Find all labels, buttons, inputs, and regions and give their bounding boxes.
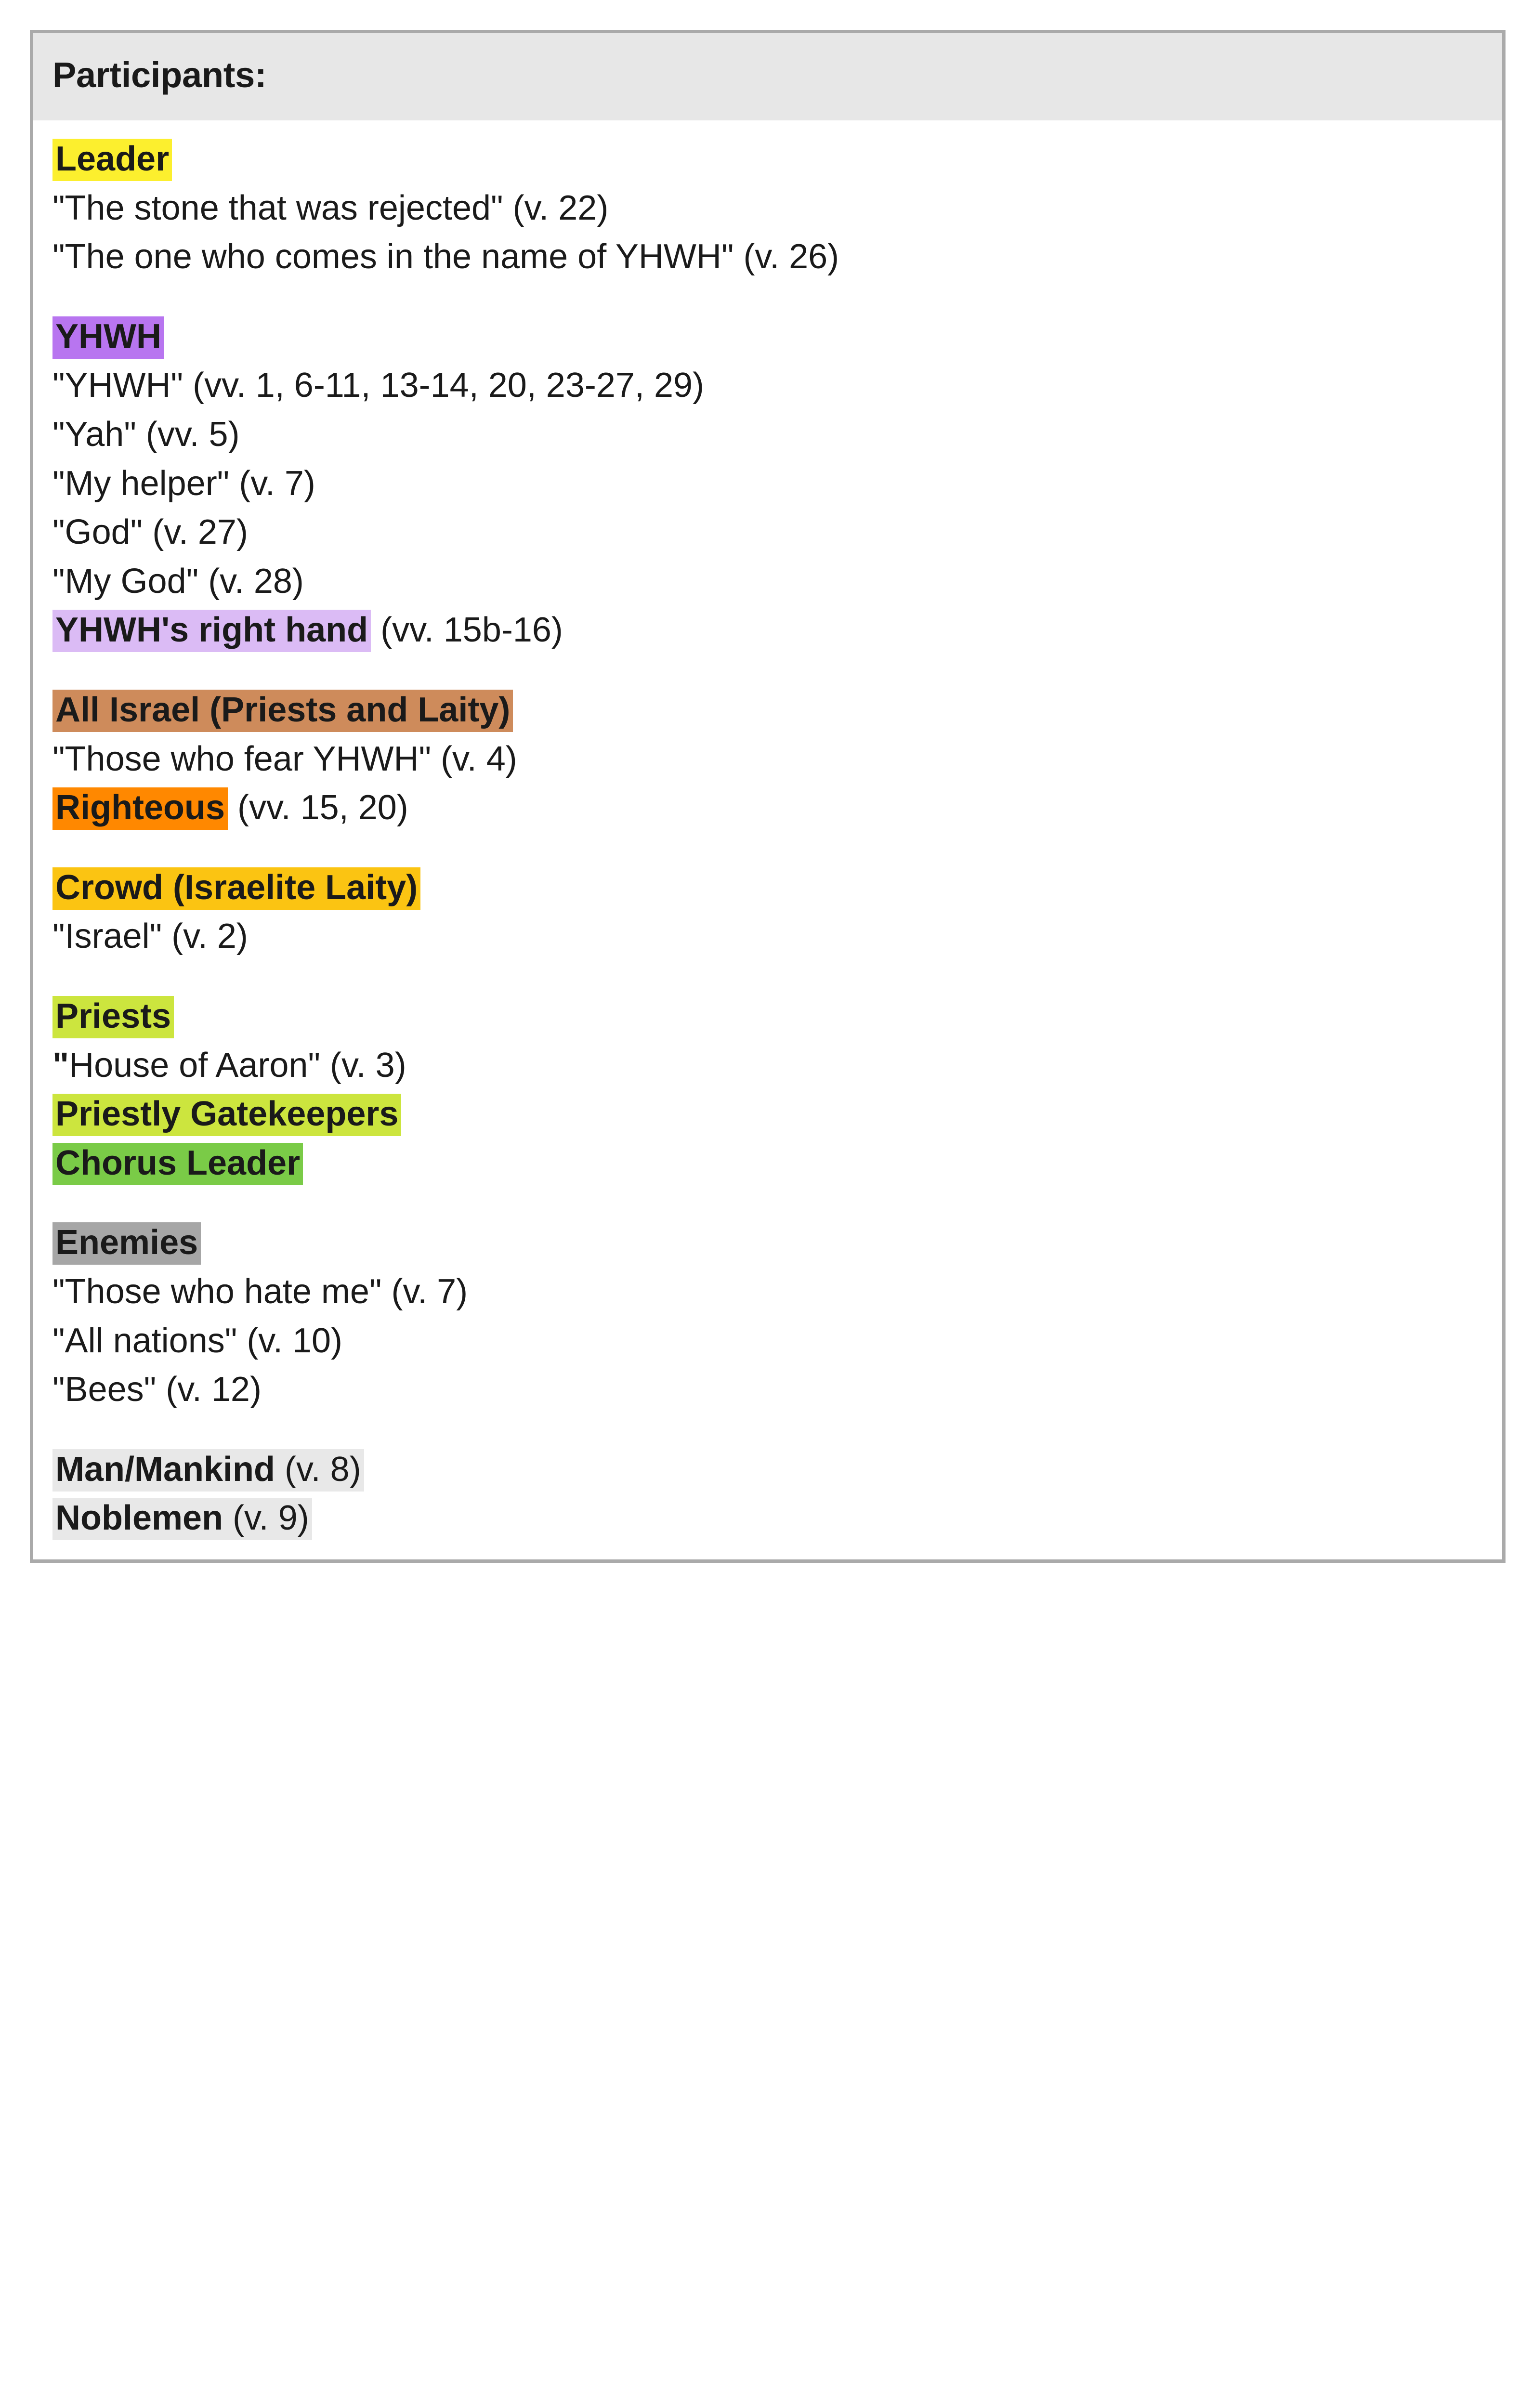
participant-epithet-line: "Those who fear YHWH" (v. 4) [52,739,517,778]
participant-label-line: All Israel (Priests and Laity) [52,688,1483,733]
table-cell-leader: Leader "The stone that was rejected" (v.… [33,120,1502,298]
participant-label-line: YHWH's right hand (vv. 15b-16) [52,608,1483,653]
participant-epithet-line: "God" (v. 27) [52,513,248,552]
participants-table: Participants: Leader "The stone that was… [30,30,1506,1563]
participant-label-line: Chorus Leader [52,1141,1483,1186]
participant-highlight-man-mankind: Man/Mankind (v. 8) [52,1449,364,1492]
participant-epithet-line: "Bees" (v. 12) [52,1370,262,1409]
participant-highlight-leader: Leader [52,139,172,182]
table-row-yhwh: YHWH "YHWH" (vv. 1, 6-11, 13-14, 20, 23-… [33,298,1502,672]
participant-label-line: Priestly Gatekeepers [52,1092,1483,1137]
verse-reference: (v. 9) [223,1499,309,1538]
table-cell-yhwh: YHWH "YHWH" (vv. 1, 6-11, 13-14, 20, 23-… [33,298,1502,671]
participant-epithet-line: "YHWH" (vv. 1, 6-11, 13-14, 20, 23-27, 2… [52,366,705,405]
table-row-crowd: Crowd (Israelite Laity) "Israel" (v. 2) [33,849,1502,978]
participant-epithet-line: "Israel" (v. 2) [52,917,248,956]
participant-highlight-crowd: Crowd (Israelite Laity) [52,867,421,910]
table-header-row: Participants: [33,33,1502,121]
table-row-enemies: Enemies "Those who hate me" (v. 7) "All … [33,1204,1502,1431]
table-cell-priests: Priests "House of Aaron" (v. 3) Priestly… [33,978,1502,1204]
participant-highlight-enemies: Enemies [52,1222,201,1265]
table-row-mankind-noblemen: Man/Mankind (v. 8) Noblemen (v. 9) [33,1431,1502,1559]
participant-epithet-line: "My helper" (v. 7) [52,464,315,503]
participants-table-body: Participants: Leader "The stone that was… [33,33,1502,1559]
participant-highlight-noblemen: Noblemen (v. 9) [52,1498,312,1541]
participant-highlight-chorus-leader: Chorus Leader [52,1142,303,1185]
participant-highlight-yhwh: YHWH [52,316,164,359]
participant-epithet-line: "My God" (v. 28) [52,562,304,601]
participant-highlight-priests: Priests [52,996,174,1038]
verse-reference: (vv. 15b-16) [371,611,563,650]
participant-epithet-line: "The one who comes in the name of YHWH" … [52,237,839,276]
verse-reference: (vv. 15, 20) [227,788,408,827]
verse-reference: (v. 8) [275,1450,361,1489]
participant-label-line: Man/Mankind (v. 8) [52,1447,1483,1492]
participant-epithet-line: "Those who hate me" (v. 7) [52,1272,468,1311]
participant-label-text: Man/Mankind [55,1450,275,1489]
participant-highlight-all-israel: All Israel (Priests and Laity) [52,690,513,733]
table-row-priests: Priests "House of Aaron" (v. 3) Priestly… [33,978,1502,1204]
table-row-all-israel: All Israel (Priests and Laity) "Those wh… [33,671,1502,849]
participant-label-text: Noblemen [55,1499,223,1538]
participant-highlight-priestly-gatekeepers: Priestly Gatekeepers [52,1094,402,1137]
table-cell-enemies: Enemies "Those who hate me" (v. 7) "All … [33,1204,1502,1430]
opening-quote-mark: " [52,1046,69,1085]
participant-epithet-line: "All nations" (v. 10) [52,1321,343,1360]
participant-highlight-righteous: Righteous [52,787,228,830]
participant-label-line: Crowd (Israelite Laity) [52,865,1483,911]
participant-label-line: Noblemen (v. 9) [52,1496,1483,1541]
participant-label-line: Leader [52,137,1483,182]
participant-epithet-line: "The stone that was rejected" (v. 22) [52,188,609,227]
participant-label-line: Priests [52,994,1483,1039]
participant-label-line: YHWH [52,314,1483,360]
table-cell-all-israel: All Israel (Priests and Laity) "Those wh… [33,671,1502,849]
participant-label-line: Righteous (vv. 15, 20) [52,785,1483,831]
participant-highlight-yhwhs-right-hand: YHWH's right hand [52,610,371,653]
table-cell-crowd: Crowd (Israelite Laity) "Israel" (v. 2) [33,849,1502,978]
table-cell-mankind-noblemen: Man/Mankind (v. 8) Noblemen (v. 9) [33,1431,1502,1559]
table-header-cell: Participants: [33,33,1502,120]
table-row-leader: Leader "The stone that was rejected" (v.… [33,120,1502,298]
page-title: Participants: [52,55,267,95]
participant-epithet-line: "House of Aaron" (v. 3) [52,1043,1483,1088]
participant-label-line: Enemies [52,1220,1483,1266]
epithet-text: House of Aaron" (v. 3) [69,1046,406,1085]
participant-epithet-line: "Yah" (vv. 5) [52,415,240,454]
